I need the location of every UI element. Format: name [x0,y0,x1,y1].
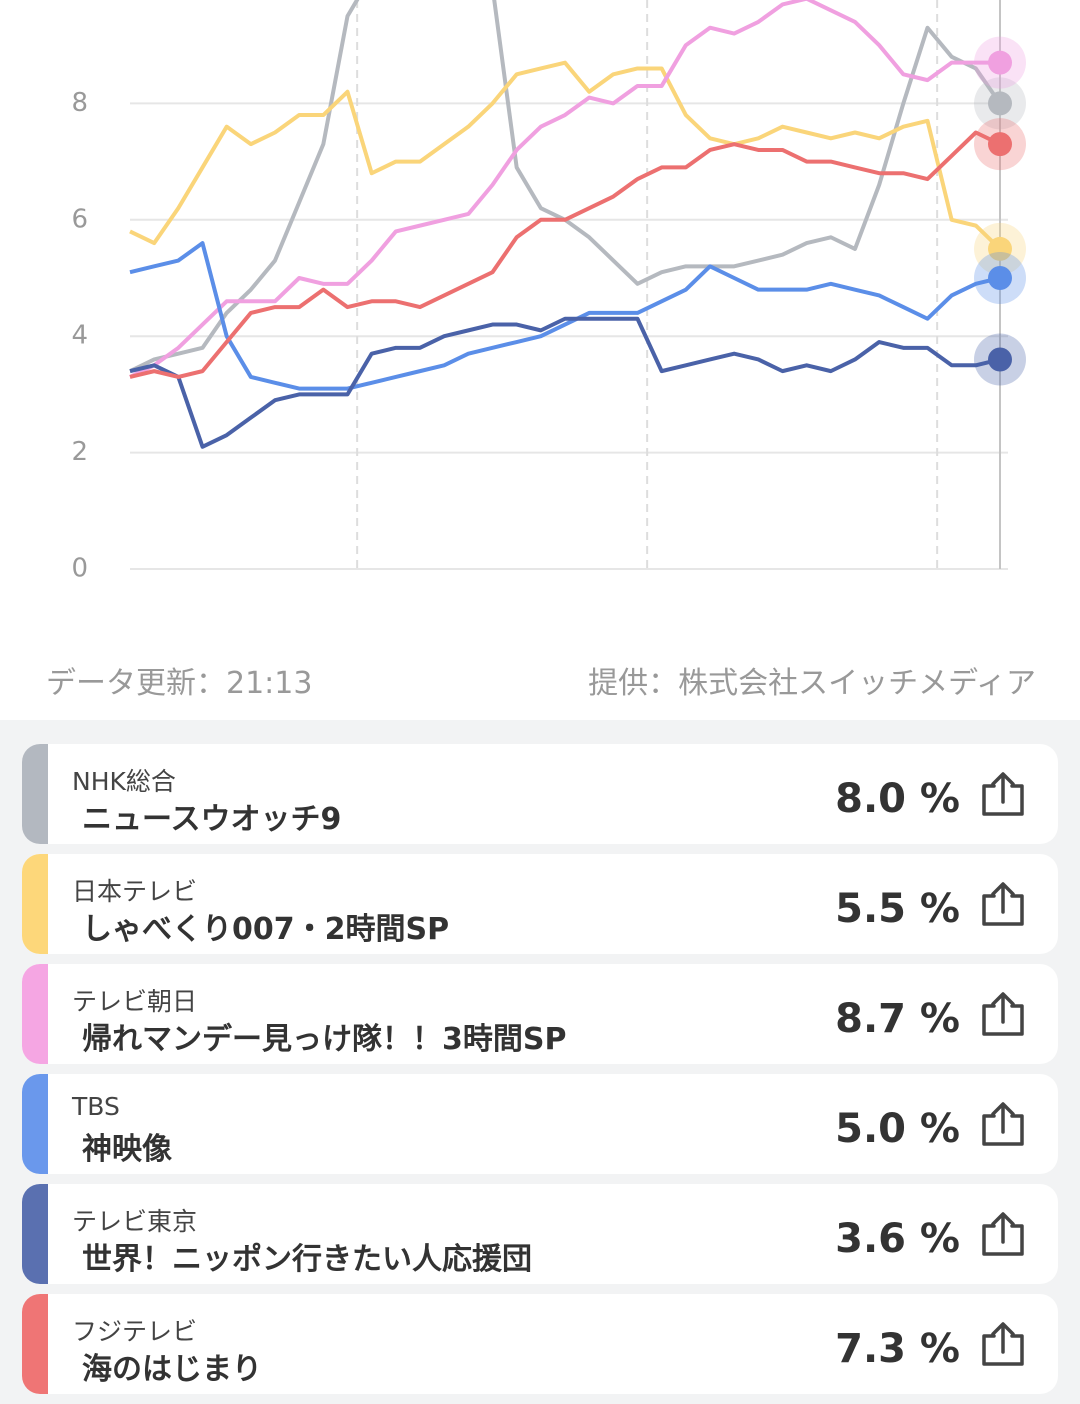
share-icon [982,1212,1024,1256]
rating: 8.7 % [835,996,960,1042]
rating: 5.0 % [835,1106,960,1152]
program-card: TBS 神映像 5.0 % [22,1074,1058,1174]
share-button[interactable] [980,1102,1026,1148]
channel-name: NHK総合 [72,767,176,796]
program-card: テレビ朝日帰れマンデー見っけ隊！！3時間SP 8.7 % [22,964,1058,1064]
channel-color [22,1074,48,1174]
series-line [129,0,1002,373]
channel-name: 日本テレビ [72,877,198,906]
chart-panel: 0246819:0020:0021:00 データ更新：21:13 提供：株式会社… [0,0,1080,720]
program-title: ニュースウオッチ9 [82,802,342,837]
channel-color [22,964,48,1064]
series-line [129,241,1001,391]
program-title: 海のはじまり [82,1352,262,1387]
series-line [129,60,1002,251]
share-icon [982,772,1024,816]
share-button[interactable] [980,1322,1026,1368]
end-dot [988,132,1012,157]
credit: 提供：株式会社スイッチメディア [588,666,1036,701]
share-icon [982,992,1024,1036]
end-dot [988,236,1012,261]
y-tick-label: 2 [71,437,88,467]
end-dot [988,91,1012,116]
channel-color [22,744,48,844]
channel-name: TBS [72,1092,120,1121]
rating: 3.6 % [835,1216,960,1262]
share-button[interactable] [980,882,1026,928]
y-tick-label: 8 [71,88,88,118]
chart: 0246819:0020:0021:00 [71,0,1026,584]
series-line [129,316,1001,449]
channel-name: フジテレビ [72,1317,198,1346]
program-card: NHK総合ニュースウオッチ9 8.0 % [22,744,1058,844]
share-button[interactable] [980,1212,1026,1258]
end-dot [988,266,1012,290]
series-line [129,0,1000,379]
y-tick-label: 0 [71,554,88,584]
share-button[interactable] [980,992,1026,1038]
share-icon [982,1102,1024,1146]
channel-color [22,854,48,954]
program-list: NHK総合ニュースウオッチ9 8.0 % 日本テレビしゃべくり007・2時間SP 5.… [22,744,1058,1404]
y-tick-label: 4 [71,321,88,351]
share-button[interactable] [980,772,1026,818]
channel-name: テレビ朝日 [72,987,198,1016]
channel-name: テレビ東京 [72,1207,198,1236]
y-tick-label: 6 [71,204,88,234]
rating: 5.5 % [835,886,960,932]
share-icon [982,882,1024,926]
rating: 7.3 % [835,1326,960,1372]
program-title: 帰れマンデー見っけ隊！！3時間SP [82,1022,567,1057]
rating: 8.0 % [835,776,960,822]
series-line [129,130,1001,379]
channel-color [22,1184,48,1284]
program-title: 世界！ニッポン行きたい人応援団 [82,1242,532,1277]
end-dot [988,50,1012,75]
share-icon [982,1322,1024,1366]
program-card: 日本テレビしゃべくり007・2時間SP 5.5 % [22,854,1058,954]
program-card: テレビ東京世界！ニッポン行きたい人応援団 3.6 % [22,1184,1058,1284]
program-title: 神映像 [82,1132,172,1167]
channel-color [22,1294,48,1394]
end-dot [988,347,1012,372]
program-title: しゃべくり007・2時間SP [82,912,450,947]
update-time: データ更新：21:13 [46,666,313,701]
program-card: フジテレビ海のはじまり 7.3 % [22,1294,1058,1394]
